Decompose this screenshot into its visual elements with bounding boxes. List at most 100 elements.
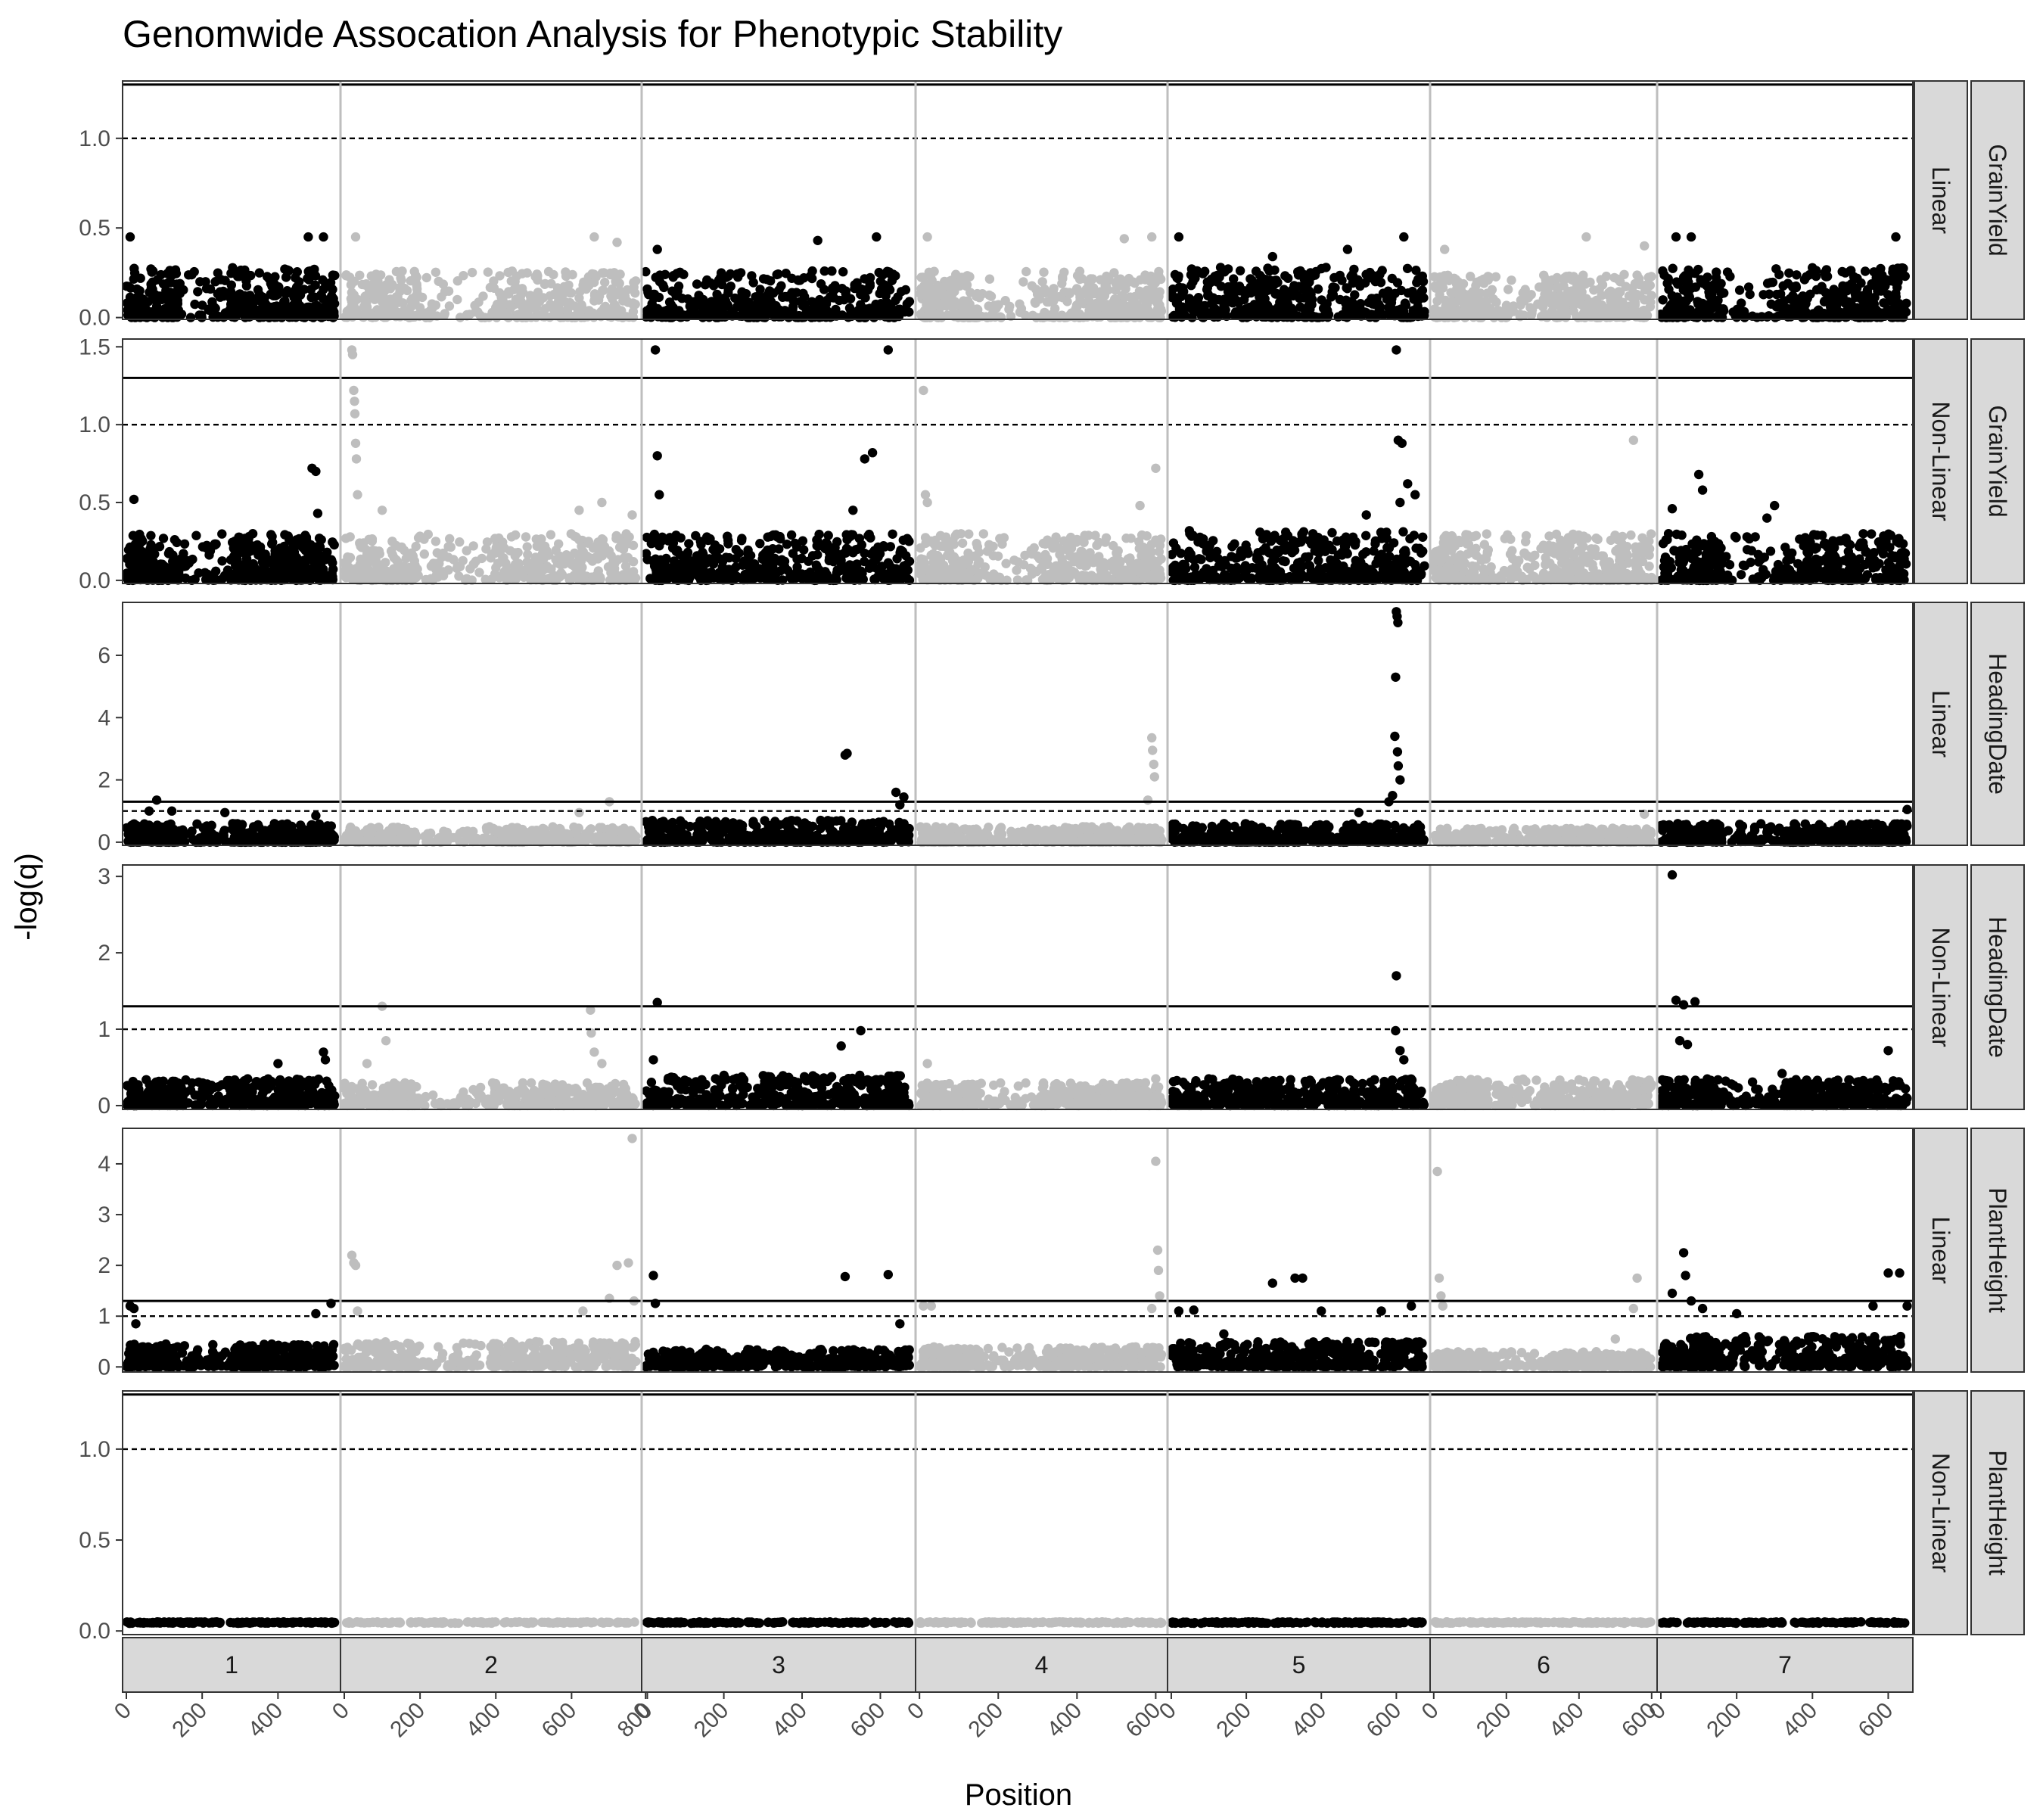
- data-point: [504, 289, 513, 298]
- data-point: [717, 307, 726, 316]
- data-point: [253, 566, 263, 575]
- peak-point: [1440, 244, 1449, 254]
- data-point: [1877, 270, 1886, 279]
- data-point: [1311, 313, 1320, 322]
- data-point: [229, 574, 238, 583]
- data-point: [1379, 288, 1388, 297]
- data-point: [1130, 278, 1140, 288]
- data-point: [328, 270, 337, 279]
- data-point: [304, 267, 313, 276]
- data-point: [1218, 306, 1227, 316]
- data-point: [1295, 294, 1304, 303]
- data-point: [1572, 282, 1581, 291]
- data-point: [1466, 272, 1475, 281]
- data-point: [1416, 549, 1426, 558]
- data-point: [462, 574, 471, 583]
- data-point: [1020, 551, 1029, 560]
- chart-title: Genomwide Assocation Analysis for Phenot…: [123, 13, 1062, 55]
- data-point: [315, 574, 324, 583]
- data-point: [126, 293, 135, 302]
- data-point: [1304, 303, 1313, 312]
- data-point: [1245, 303, 1254, 312]
- data-point: [1186, 270, 1196, 279]
- data-point: [380, 294, 389, 303]
- data-point: [1516, 300, 1525, 310]
- data-point: [1022, 267, 1031, 276]
- data-point: [795, 275, 804, 285]
- y-axis-title: -log(q): [10, 853, 43, 941]
- data-point: [471, 307, 480, 316]
- peak-point: [813, 236, 822, 245]
- data-point: [1705, 313, 1714, 322]
- data-point: [806, 272, 815, 281]
- data-point: [664, 307, 673, 316]
- data-point: [1805, 290, 1814, 299]
- data-point: [769, 288, 778, 297]
- data-point: [1263, 263, 1272, 272]
- data-point: [875, 268, 884, 277]
- data-point: [188, 555, 197, 564]
- data-point: [1838, 288, 1847, 297]
- data-point: [554, 301, 563, 310]
- data-point: [1696, 298, 1705, 307]
- data-point: [293, 267, 302, 276]
- data-point: [486, 283, 495, 292]
- data-point: [994, 552, 1003, 561]
- data-point: [763, 546, 772, 555]
- data-point: [782, 292, 791, 301]
- data-point: [607, 563, 616, 572]
- peak-point: [1174, 232, 1183, 241]
- data-point: [1852, 303, 1861, 313]
- data-point: [798, 301, 807, 310]
- trait-strip-label: GrainYield: [1984, 144, 2011, 256]
- data-point: [766, 301, 775, 310]
- data-point: [598, 534, 607, 543]
- data-point: [1300, 275, 1309, 284]
- data-point: [670, 556, 679, 565]
- data-point: [997, 313, 1006, 322]
- data-point: [591, 574, 600, 583]
- data-point: [507, 276, 516, 285]
- data-point: [1033, 552, 1042, 561]
- data-point: [452, 295, 462, 304]
- data-point: [379, 309, 388, 318]
- data-point: [836, 566, 845, 575]
- data-point: [1461, 309, 1470, 318]
- data-point: [686, 301, 695, 310]
- data-point: [511, 548, 520, 557]
- data-point: [347, 288, 356, 297]
- data-point: [454, 571, 463, 580]
- data-point: [1631, 298, 1640, 307]
- data-point: [136, 274, 145, 283]
- data-point: [1705, 291, 1714, 300]
- peak-point: [1268, 252, 1277, 261]
- data-point: [1893, 313, 1902, 322]
- data-point: [1765, 290, 1774, 299]
- data-point: [679, 270, 688, 279]
- data-point: [318, 275, 327, 285]
- data-point: [273, 549, 282, 558]
- data-point: [1619, 301, 1628, 310]
- data-point: [140, 313, 149, 322]
- data-point: [280, 297, 289, 306]
- data-point: [763, 562, 773, 571]
- data-point: [1018, 277, 1028, 286]
- data-point: [560, 282, 569, 291]
- data-point: [860, 313, 869, 322]
- data-point: [1030, 543, 1039, 552]
- data-point: [365, 554, 375, 563]
- data-point: [256, 546, 265, 555]
- data-point: [1593, 313, 1602, 322]
- data-point: [287, 306, 296, 316]
- data-point: [223, 565, 232, 574]
- data-point: [888, 564, 897, 573]
- data-point: [440, 287, 449, 296]
- data-point: [889, 313, 898, 322]
- data-point: [1103, 285, 1112, 294]
- data-point: [1203, 290, 1212, 299]
- data-point: [186, 313, 195, 322]
- data-point: [664, 536, 673, 545]
- data-point: [294, 557, 303, 566]
- data-point: [129, 264, 138, 273]
